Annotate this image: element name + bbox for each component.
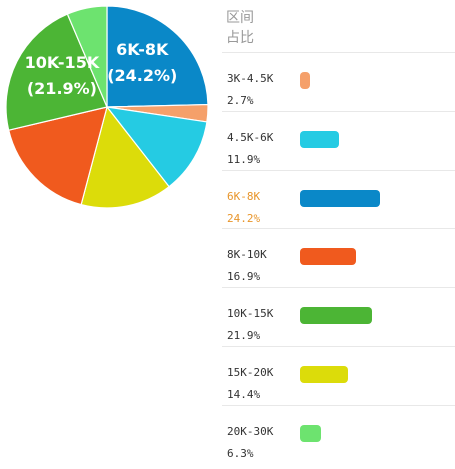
pie-label-name-10k-15k: 10K-15K <box>25 53 100 72</box>
legend-row-3k-4-5k[interactable]: 3K-4.5K 2.7% <box>222 52 455 111</box>
legend-label-group: 10K-15K 21.9% <box>227 303 273 347</box>
legend-label-group: 3K-4.5K 2.7% <box>227 68 273 112</box>
legend-row-8k-10k[interactable]: 8K-10K 16.9% <box>222 228 455 287</box>
pie-slice-15k-20k[interactable] <box>80 105 170 209</box>
pie-label-value-6k-8k: (24.2%) <box>107 66 177 85</box>
legend-label-group: 15K-20K 14.4% <box>227 362 273 406</box>
legend-bar-20k-30k <box>300 424 321 442</box>
legend-bar-10k-15k <box>300 307 373 325</box>
pie-label-name-6k-8k: 6K-8K <box>116 40 169 59</box>
legend-percent: 16.9% <box>227 270 261 284</box>
legend-range: 6K-8K <box>227 189 261 203</box>
legend-bar-6k-8k <box>300 189 380 207</box>
pie-label-value-10k-15k: (21.9%) <box>27 79 97 98</box>
legend-percent: 2.7% <box>227 94 254 107</box>
legend-percent: 21.9% <box>227 329 261 343</box>
legend-label-group: 4.5K-6K 11.9% <box>227 127 273 171</box>
legend-percent: 24.2% <box>227 211 261 225</box>
legend-row-4-5k-6k[interactable]: 4.5K-6K 11.9% <box>222 110 455 171</box>
legend-range: 20K-30K <box>227 424 274 438</box>
legend-range: 8K-10K <box>227 248 267 262</box>
legend-percent: 14.4% <box>227 387 261 401</box>
legend-range: 4.5K-6K <box>227 130 274 144</box>
pie-chart: 6K-8K (24.2%) 10K-15K (21.9%) <box>5 5 209 209</box>
legend-label-group: 6K-8K 24.2% <box>227 186 260 230</box>
legend-range: 3K-4.5K <box>227 72 274 85</box>
pie-slice-8k-10k[interactable] <box>7 106 108 206</box>
pie-slice-20k-30k[interactable] <box>66 5 108 108</box>
header-percent-label: 占比 <box>226 30 254 46</box>
legend-bar-8k-10k <box>300 248 356 266</box>
legend-bar-4-5k-6k <box>300 130 340 148</box>
table-header: 区间 占比 <box>226 8 254 48</box>
legend-bar-3k-4-5k <box>300 72 310 89</box>
legend-row-15k-20k[interactable]: 15K-20K 14.4% <box>222 345 455 406</box>
legend-percent: 11.9% <box>227 152 261 166</box>
legend-bar-15k-20k <box>300 365 348 383</box>
pie-slice-10k-15k[interactable] <box>5 13 108 131</box>
legend-range: 10K-15K <box>227 307 274 321</box>
legend-percent: 6.3% <box>227 446 254 460</box>
pie-slice-6k-8k[interactable] <box>106 5 209 108</box>
pie-slice-4-5k-6k[interactable] <box>105 106 208 188</box>
legend-label-group: 20K-30K 6.3% <box>227 421 273 465</box>
legend-row-10k-15k[interactable]: 10K-15K 21.9% <box>222 287 455 346</box>
header-range-label: 区间 <box>226 10 254 26</box>
legend-table: 3K-4.5K 2.7% 4.5K-6K 11.9% 6K-8K 24.2% 8K-10K 1… <box>222 52 455 464</box>
legend-range: 15K-20K <box>227 365 274 379</box>
legend-row-20k-30k[interactable]: 20K-30K 6.3% <box>222 404 455 465</box>
legend-row-6k-8k[interactable]: 6K-8K 24.2% <box>222 169 455 230</box>
legend-label-group: 8K-10K 16.9% <box>227 244 267 288</box>
